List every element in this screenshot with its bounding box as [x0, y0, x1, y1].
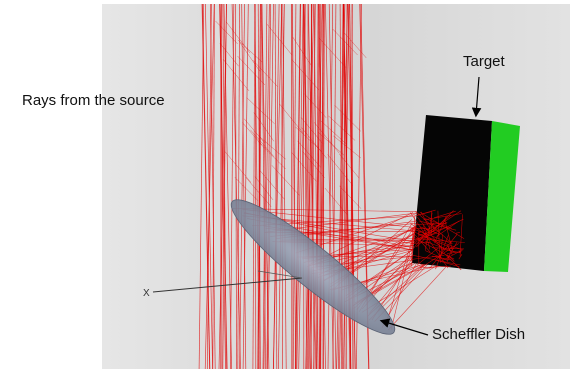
target-callout-arrow	[471, 76, 482, 118]
target-label: Target	[463, 53, 505, 70]
scheffler-dish	[230, 199, 396, 335]
axis-guide-line	[257, 270, 303, 279]
focus-rays	[410, 209, 465, 271]
target-face	[484, 121, 520, 272]
x-axis-label: X	[143, 288, 150, 299]
x-axis-line	[152, 277, 303, 293]
dish-label: Scheffler Dish	[432, 326, 526, 343]
rays-label: Rays from the source	[22, 92, 165, 109]
dish-callout-arrow	[379, 318, 429, 336]
